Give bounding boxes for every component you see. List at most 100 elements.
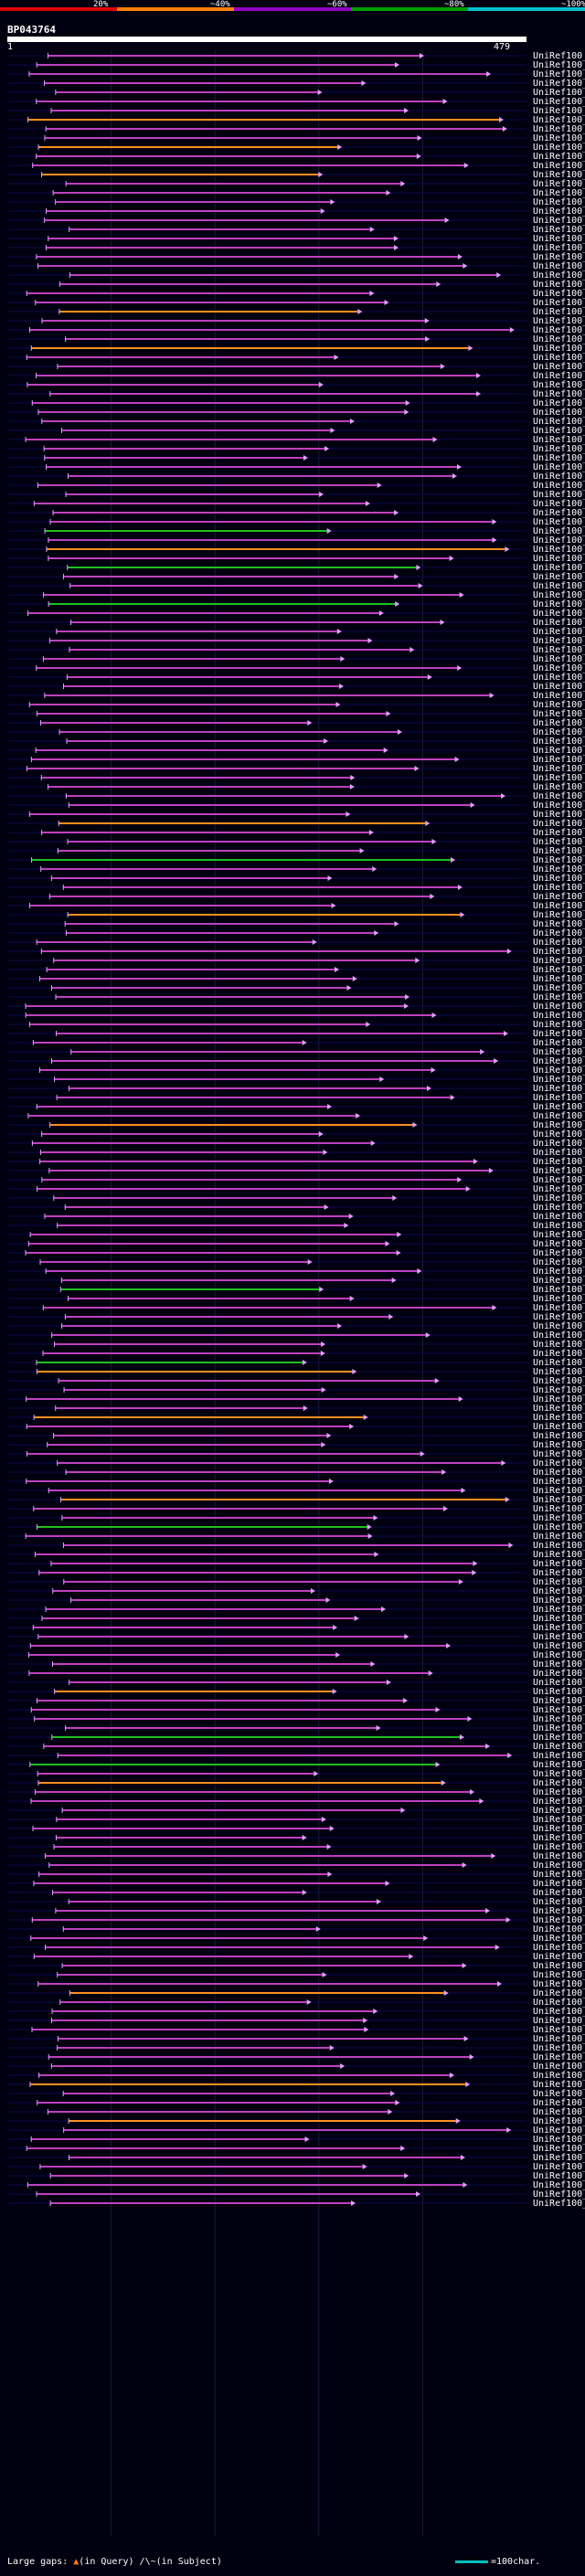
hit-label[interactable]: UniRef100_Q25QU0 <box>533 133 585 143</box>
hit-label[interactable]: UniRef100_C4LZH5 <box>533 2089 585 2099</box>
hit-label[interactable]: UniRef100_B3W5L2 <box>533 974 585 984</box>
hit-label[interactable]: UniRef100_UP1000... <box>533 1778 585 1788</box>
hit-label[interactable]: UniRef100_C4JW60 <box>533 325 585 335</box>
hit-label[interactable]: UniRef100_A3AFL1 <box>533 124 585 134</box>
hit-label[interactable]: UniRef100_Q44ZU1 <box>533 1175 585 1185</box>
hit-label[interactable]: UniRef100_B6UE46 <box>533 1532 585 1542</box>
hit-label[interactable]: UniRef100_Q9C6S1 <box>533 1751 585 1761</box>
hit-label[interactable]: UniRef100_Q3HTK6 <box>533 307 585 317</box>
hit-label[interactable]: UniRef100_B9SP20 <box>533 143 585 153</box>
hit-label[interactable]: UniRef100_Q9N2X9 <box>533 1468 585 1478</box>
hit-label[interactable]: UniRef100_Q0WMY5 <box>533 69 585 80</box>
hit-label[interactable]: UniRef100_B9HKM1 <box>533 97 585 107</box>
hit-label[interactable]: UniRef100_A9WHI6 <box>533 216 585 226</box>
hit-label[interactable]: UniRef100_A7Q6C2 <box>533 2098 585 2108</box>
hit-label[interactable]: UniRef100_Q6ZUJ8 <box>533 1166 585 1176</box>
hit-label[interactable]: UniRef100_A9QXW4 <box>533 892 585 902</box>
hit-label[interactable]: UniRef100_C5XIZ0 <box>533 1623 585 1633</box>
hit-label[interactable]: UniRef100_A9P3B9 <box>533 535 585 546</box>
hit-label[interactable]: UniRef100_B7QFF4 <box>533 1367 585 1377</box>
hit-label[interactable]: UniRef100_Q7ZUL1 <box>533 1632 585 1642</box>
hit-label[interactable]: UniRef100_A7QYF7 <box>533 490 585 500</box>
hit-label[interactable]: UniRef100_Q842L0 <box>533 1879 585 1889</box>
hit-label[interactable]: UniRef100_Q6VTQ5 <box>533 599 585 610</box>
hit-label[interactable]: UniRef100_B6T6J1 <box>533 791 585 801</box>
hit-label[interactable]: UniRef100_A0PLJ1 <box>533 481 585 491</box>
hit-label[interactable]: UniRef100_A9P3B7 <box>533 545 585 555</box>
hit-label[interactable]: UniRef100_Q5XNH5 <box>533 2007 585 2017</box>
hit-label[interactable]: UniRef100_B1WBQ8 <box>533 2080 585 2090</box>
hit-label[interactable]: UniRef100_Q69VJ2 <box>533 828 585 838</box>
hit-label[interactable]: UniRef100_A2YSS8 <box>533 207 585 217</box>
hit-label[interactable]: UniRef100_UP1000... <box>533 1787 585 1797</box>
hit-label[interactable]: UniRef100_Q5QRG6 <box>533 1477 585 1487</box>
hit-label[interactable]: UniRef100_Q5QVW0 <box>533 152 585 162</box>
hit-label[interactable]: UniRef100_A9P3B0 <box>533 563 585 573</box>
hit-label[interactable]: UniRef100_Q501D1 <box>533 1678 585 1688</box>
hit-label[interactable]: UniRef100_C5XNX9 <box>533 1760 585 1770</box>
hit-label[interactable]: UniRef100_UP1000... <box>533 435 585 445</box>
hit-label[interactable]: UniRef100_B3B086 <box>533 1860 585 1871</box>
hit-label[interactable]: UniRef100_Q7ZYF7 <box>533 1449 585 1459</box>
hit-label[interactable]: UniRef100_B9SRW5 <box>533 1696 585 1706</box>
hit-label[interactable]: UniRef100_UP1000... <box>533 1285 585 1295</box>
hit-label[interactable]: UniRef100_A5BTL9 <box>533 1513 585 1523</box>
hit-label[interactable]: UniRef100_Q4PEH2 <box>533 1404 585 1414</box>
hit-label[interactable]: UniRef100_A8J9H7 <box>533 1330 585 1341</box>
hit-label[interactable]: UniRef100_UP1000... <box>533 663 585 673</box>
hit-label[interactable]: UniRef100_Q2T8W0 <box>533 1915 585 1925</box>
hit-label[interactable]: UniRef100_C4KC3J <box>533 2171 585 2181</box>
hit-label[interactable]: UniRef100_Q08B51 <box>533 2189 585 2200</box>
hit-label[interactable]: UniRef100_UP1000... <box>533 682 585 692</box>
hit-label[interactable]: UniRef100_UP1000... <box>533 947 585 957</box>
hit-label[interactable]: UniRef100_B8NK68 <box>533 1257 585 1267</box>
hit-label[interactable]: UniRef100_A0DIZ9 <box>533 2071 585 2081</box>
hit-label[interactable]: UniRef100_UP1000... <box>533 1157 585 1167</box>
hit-label[interactable]: UniRef100_B9RIJ0 <box>533 2016 585 2026</box>
hit-label[interactable]: UniRef100_C1E4Y1 <box>533 609 585 619</box>
hit-label[interactable]: UniRef100_UP1000... <box>533 956 585 966</box>
hit-label[interactable]: UniRef100_P21269 <box>533 1294 585 1304</box>
hit-label[interactable]: UniRef100_B8MHA4 <box>533 1267 585 1277</box>
hit-label[interactable]: UniRef100_A4Q3X1 <box>533 1102 585 1112</box>
hit-label[interactable]: UniRef100_Q9YYZ9 <box>533 1669 585 1679</box>
hit-label[interactable]: UniRef100_Q0YTR5 <box>533 1824 585 1834</box>
hit-label[interactable]: UniRef100_B7PK12 <box>533 472 585 482</box>
hit-label[interactable]: UniRef100_B6ZZV2 <box>533 1084 585 1094</box>
hit-label[interactable]: UniRef100_UP1000... <box>533 280 585 290</box>
hit-label[interactable]: UniRef100_B9RLU7 <box>533 1943 585 1953</box>
hit-label[interactable]: UniRef100_Q8X2T0 <box>533 2107 585 2117</box>
hit-label[interactable]: UniRef100_B6JU11 <box>533 426 585 436</box>
hit-label[interactable]: UniRef100_B2VTK9 <box>533 1723 585 1733</box>
hit-label[interactable]: UniRef100_UP1000... <box>533 1440 585 1450</box>
hit-label[interactable]: UniRef100_A6NGB9 <box>533 1120 585 1130</box>
hit-label[interactable]: UniRef100_A4S1A6 <box>533 1349 585 1359</box>
hit-label[interactable]: UniRef100_UP1000... <box>533 755 585 765</box>
hit-label[interactable]: UniRef100_UP1000... <box>533 691 585 701</box>
hit-label[interactable]: UniRef100_B7QDF2 <box>533 1075 585 1085</box>
hit-label[interactable]: UniRef100_B6KQB1 <box>533 1230 585 1240</box>
hit-label[interactable]: UniRef100_C7YKP8 <box>533 2153 585 2163</box>
hit-label[interactable]: UniRef100_Q22016 <box>533 1641 585 1651</box>
hit-label[interactable]: UniRef100_Q9YF3 <box>533 408 585 418</box>
hit-label[interactable]: UniRef100_B9IPT3 <box>533 1559 585 1569</box>
hit-label[interactable]: UniRef100_Q0E2J9 <box>533 2199 585 2209</box>
hit-label[interactable]: UniRef100_UP1000... <box>533 1312 585 1322</box>
hit-label[interactable]: UniRef100_B4KQM5 <box>533 2125 585 2136</box>
hit-label[interactable]: UniRef100_P93797 <box>533 234 585 244</box>
hit-label[interactable]: UniRef100_B3PA07 <box>533 1705 585 1715</box>
hit-label[interactable]: UniRef100_A4S9N6 <box>533 1659 585 1670</box>
hit-label[interactable]: UniRef100_B9HLT3 <box>533 1065 585 1076</box>
hit-label[interactable]: UniRef100_UP1000... <box>533 1595 585 1606</box>
hit-label[interactable]: UniRef100_A6U7N0 <box>533 417 585 427</box>
hit-label[interactable]: UniRef100_Q6NYJ7 <box>533 1458 585 1468</box>
hit-label[interactable]: UniRef100_C5ZVJ4 <box>533 810 585 820</box>
hit-label[interactable]: UniRef100_Q1U9B1 <box>533 115 585 125</box>
hit-label[interactable]: UniRef100_Q84VD1 <box>533 261 585 271</box>
hit-label[interactable]: UniRef100_Q6UDW6 <box>533 1961 585 1971</box>
hit-label[interactable]: UniRef100_C1E833 <box>533 526 585 536</box>
hit-label[interactable]: UniRef100_B9S1C6 <box>533 1687 585 1697</box>
hit-label[interactable]: UniRef100_Q0JIR0 <box>533 1056 585 1066</box>
hit-label[interactable]: UniRef100_Q958M1 <box>533 627 585 637</box>
hit-label[interactable]: UniRef100_A8JIN3 <box>533 737 585 747</box>
